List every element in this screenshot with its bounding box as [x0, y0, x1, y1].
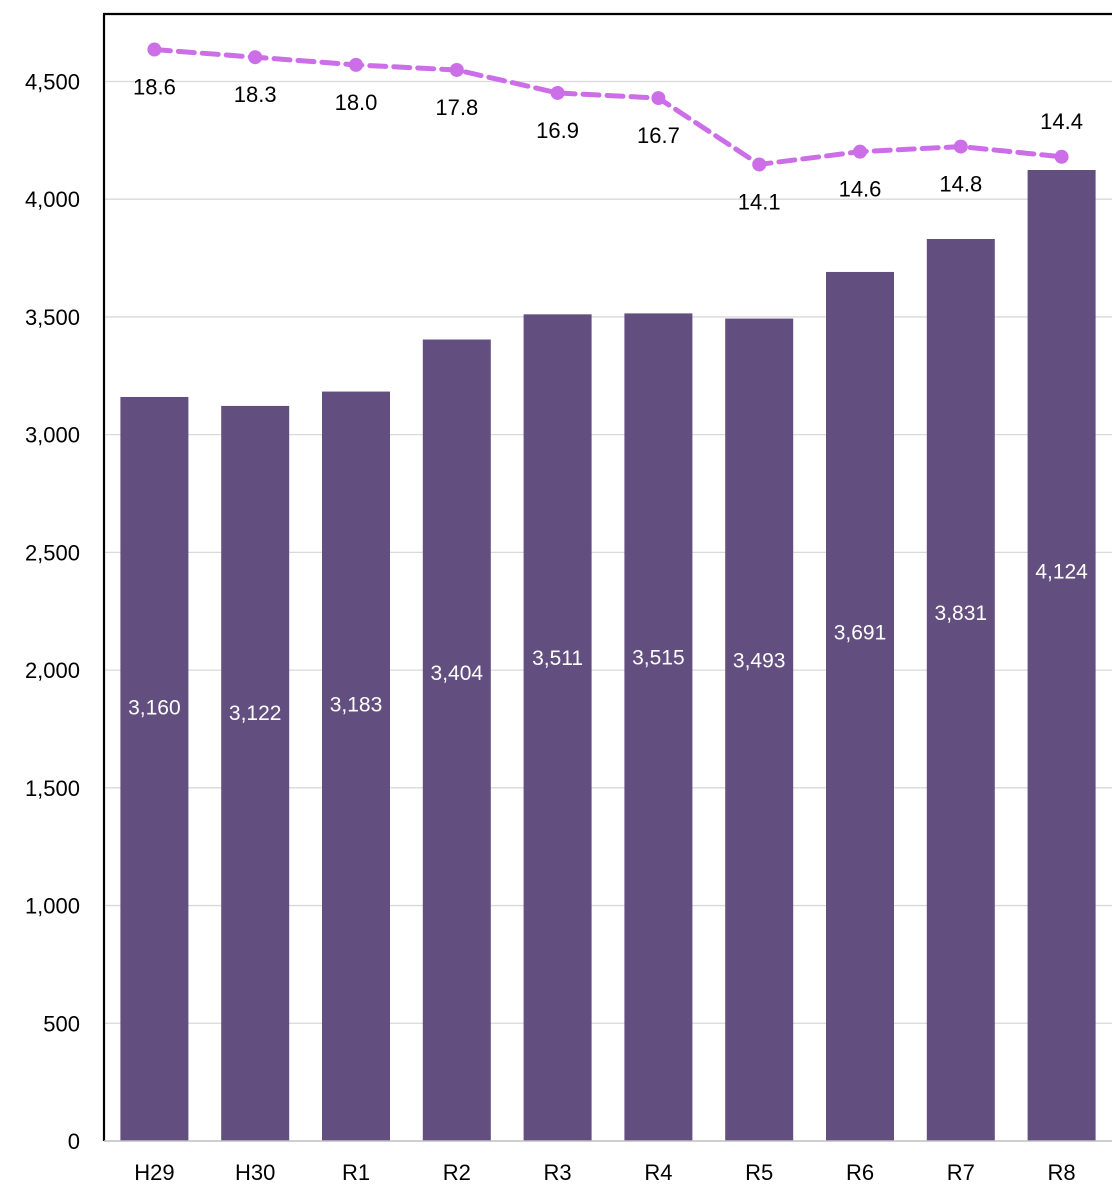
x-tick-label: R7	[947, 1160, 975, 1185]
bar	[826, 271, 894, 1141]
bar-data-label: 3,122	[229, 702, 282, 725]
y-tick-label: 3,000	[25, 423, 80, 448]
line-data-label: 18.3	[234, 82, 277, 107]
bar	[624, 313, 693, 1141]
line-data-label: 14.8	[939, 172, 982, 197]
axes: 0 500 1,000 1,500 2,000 2,500 3,000 3,500 4,000 4…	[25, 12, 1112, 1185]
y-tick-label: 500	[43, 1011, 80, 1036]
bar	[422, 339, 491, 1141]
line-data-label: 16.7	[637, 123, 680, 148]
x-tick-label: R5	[745, 1160, 773, 1185]
data-labels: 3,160 3,122 3,183 3,404 3,511 3,515 3,493 3,691…	[128, 75, 1088, 725]
line-data-label: 16.9	[536, 118, 579, 143]
x-tick-label: R1	[342, 1160, 370, 1185]
bar	[725, 318, 794, 1142]
line-data-label: 14.1	[738, 189, 781, 214]
bar-data-label: 3,183	[330, 693, 383, 716]
bar-data-label: 3,515	[632, 646, 685, 669]
bar	[926, 238, 995, 1142]
y-tick-label: 1,500	[25, 776, 80, 801]
bar-data-label: 3,160	[128, 697, 181, 720]
bar	[1027, 170, 1096, 1141]
line-data-label: 17.8	[435, 95, 478, 120]
x-tick-label: R3	[544, 1160, 572, 1185]
y-tick-label: 2,000	[25, 658, 80, 683]
bar	[221, 405, 290, 1141]
line-series-path	[151, 47, 1065, 167]
x-tick-label: R2	[443, 1160, 471, 1185]
bar	[322, 391, 390, 1142]
line-point	[752, 157, 767, 172]
line-point	[349, 57, 363, 72]
x-tick-label: R6	[846, 1160, 874, 1185]
x-tick-label: R8	[1048, 1160, 1076, 1185]
bar-data-label: 4,124	[1035, 560, 1088, 583]
y-tick-label: 3,500	[25, 305, 80, 330]
line-point	[1054, 149, 1069, 164]
line-point	[248, 50, 263, 65]
line-point	[953, 139, 968, 154]
x-tick-label: H30	[235, 1160, 275, 1185]
line-point	[147, 42, 162, 57]
line-point	[651, 91, 666, 106]
bar-data-label: 3,493	[733, 650, 786, 673]
x-tick-label: H29	[134, 1160, 174, 1185]
line-data-label: 14.6	[839, 177, 882, 202]
bar-data-label: 3,691	[834, 622, 887, 645]
line-series	[147, 42, 1069, 172]
line-point	[449, 62, 464, 77]
bar-data-label: 3,831	[935, 602, 988, 625]
y-tick-label: 4,000	[25, 187, 80, 212]
line-point	[550, 85, 565, 100]
line-data-label: 18.6	[133, 75, 176, 100]
line-point	[853, 144, 867, 159]
bar	[120, 396, 189, 1141]
bar	[523, 314, 592, 1141]
bar-data-label: 3,511	[532, 647, 583, 670]
y-tick-label: 2,500	[25, 540, 80, 565]
line-data-label: 14.4	[1040, 109, 1083, 134]
bar-series	[120, 170, 1096, 1142]
y-tick-label: 4,500	[25, 69, 80, 94]
y-tick-label: 0	[68, 1129, 80, 1154]
bar-data-label: 3,404	[431, 662, 484, 685]
line-data-label: 18.0	[335, 90, 378, 115]
y-tick-label: 1,000	[25, 894, 80, 919]
x-tick-label: R4	[644, 1160, 672, 1185]
